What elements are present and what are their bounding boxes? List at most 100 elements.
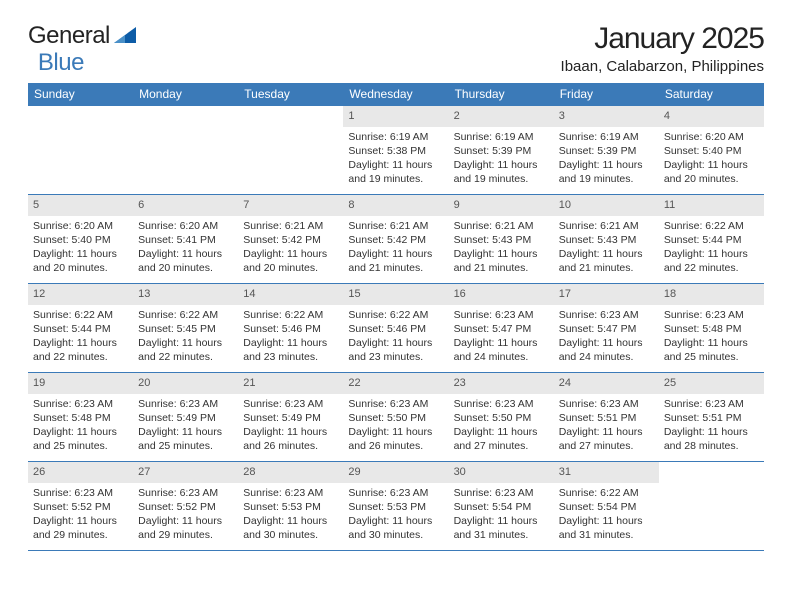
day-details: Sunrise: 6:23 AMSunset: 5:51 PMDaylight:…: [659, 394, 764, 458]
day-sunset: Sunset: 5:44 PM: [33, 322, 128, 336]
day-number: 13: [133, 284, 238, 305]
day-details: Sunrise: 6:23 AMSunset: 5:48 PMDaylight:…: [659, 305, 764, 369]
day-details: Sunrise: 6:22 AMSunset: 5:44 PMDaylight:…: [659, 216, 764, 280]
day-cell: 11Sunrise: 6:22 AMSunset: 5:44 PMDayligh…: [659, 195, 764, 283]
day-daylight2: and 19 minutes.: [559, 172, 654, 186]
day-number: 1: [343, 106, 448, 127]
day-sunrise: Sunrise: 6:23 AM: [33, 486, 128, 500]
day-number: 17: [554, 284, 659, 305]
day-daylight2: and 30 minutes.: [243, 528, 338, 542]
day-sunrise: Sunrise: 6:19 AM: [454, 130, 549, 144]
day-sunset: Sunset: 5:50 PM: [454, 411, 549, 425]
logo-text-left: General: [28, 22, 110, 50]
day-sunset: Sunset: 5:51 PM: [559, 411, 654, 425]
weekday-thursday: Thursday: [449, 83, 554, 106]
day-cell: 31Sunrise: 6:22 AMSunset: 5:54 PMDayligh…: [554, 462, 659, 550]
day-daylight2: and 19 minutes.: [348, 172, 443, 186]
day-sunset: Sunset: 5:44 PM: [664, 233, 759, 247]
day-sunrise: Sunrise: 6:21 AM: [243, 219, 338, 233]
day-cell: 1Sunrise: 6:19 AMSunset: 5:38 PMDaylight…: [343, 106, 448, 194]
day-sunset: Sunset: 5:54 PM: [559, 500, 654, 514]
logo: General: [28, 22, 138, 50]
day-sunrise: Sunrise: 6:23 AM: [559, 397, 654, 411]
day-daylight2: and 31 minutes.: [559, 528, 654, 542]
day-daylight1: Daylight: 11 hours: [138, 514, 233, 528]
day-details: Sunrise: 6:21 AMSunset: 5:43 PMDaylight:…: [449, 216, 554, 280]
day-sunrise: Sunrise: 6:19 AM: [348, 130, 443, 144]
day-details: Sunrise: 6:22 AMSunset: 5:46 PMDaylight:…: [238, 305, 343, 369]
title-block: January 2025 Ibaan, Calabarzon, Philippi…: [561, 22, 764, 75]
weekday-friday: Friday: [554, 83, 659, 106]
day-sunset: Sunset: 5:49 PM: [138, 411, 233, 425]
day-number: 15: [343, 284, 448, 305]
day-sunrise: Sunrise: 6:23 AM: [664, 397, 759, 411]
day-daylight1: Daylight: 11 hours: [559, 425, 654, 439]
day-daylight1: Daylight: 11 hours: [559, 158, 654, 172]
day-sunset: Sunset: 5:38 PM: [348, 144, 443, 158]
week-row: 5Sunrise: 6:20 AMSunset: 5:40 PMDaylight…: [28, 195, 764, 284]
day-sunrise: Sunrise: 6:22 AM: [664, 219, 759, 233]
day-daylight1: Daylight: 11 hours: [559, 336, 654, 350]
day-cell: 29Sunrise: 6:23 AMSunset: 5:53 PMDayligh…: [343, 462, 448, 550]
day-cell: 12Sunrise: 6:22 AMSunset: 5:44 PMDayligh…: [28, 284, 133, 372]
day-details: Sunrise: 6:19 AMSunset: 5:39 PMDaylight:…: [554, 127, 659, 191]
day-daylight1: Daylight: 11 hours: [243, 514, 338, 528]
day-daylight2: and 20 minutes.: [33, 261, 128, 275]
day-details: Sunrise: 6:23 AMSunset: 5:49 PMDaylight:…: [238, 394, 343, 458]
weekday-header-row: Sunday Monday Tuesday Wednesday Thursday…: [28, 83, 764, 106]
day-sunset: Sunset: 5:50 PM: [348, 411, 443, 425]
day-sunrise: Sunrise: 6:23 AM: [559, 308, 654, 322]
day-daylight1: Daylight: 11 hours: [348, 425, 443, 439]
day-daylight2: and 22 minutes.: [664, 261, 759, 275]
day-cell: 13Sunrise: 6:22 AMSunset: 5:45 PMDayligh…: [133, 284, 238, 372]
day-details: Sunrise: 6:19 AMSunset: 5:38 PMDaylight:…: [343, 127, 448, 191]
day-sunrise: Sunrise: 6:23 AM: [138, 486, 233, 500]
day-number: 31: [554, 462, 659, 483]
day-details: Sunrise: 6:22 AMSunset: 5:46 PMDaylight:…: [343, 305, 448, 369]
day-cell: 26Sunrise: 6:23 AMSunset: 5:52 PMDayligh…: [28, 462, 133, 550]
day-daylight1: Daylight: 11 hours: [33, 425, 128, 439]
day-details: Sunrise: 6:23 AMSunset: 5:53 PMDaylight:…: [238, 483, 343, 547]
day-sunset: Sunset: 5:40 PM: [33, 233, 128, 247]
day-daylight2: and 25 minutes.: [138, 439, 233, 453]
day-daylight1: Daylight: 11 hours: [348, 514, 443, 528]
day-details: Sunrise: 6:23 AMSunset: 5:53 PMDaylight:…: [343, 483, 448, 547]
day-sunset: Sunset: 5:46 PM: [348, 322, 443, 336]
day-daylight2: and 20 minutes.: [138, 261, 233, 275]
day-number: 28: [238, 462, 343, 483]
day-sunset: Sunset: 5:43 PM: [454, 233, 549, 247]
day-number: 20: [133, 373, 238, 394]
day-cell: 5Sunrise: 6:20 AMSunset: 5:40 PMDaylight…: [28, 195, 133, 283]
day-sunrise: Sunrise: 6:23 AM: [33, 397, 128, 411]
day-sunrise: Sunrise: 6:23 AM: [454, 486, 549, 500]
day-daylight2: and 23 minutes.: [348, 350, 443, 364]
day-daylight2: and 27 minutes.: [454, 439, 549, 453]
week-row: 19Sunrise: 6:23 AMSunset: 5:48 PMDayligh…: [28, 373, 764, 462]
day-cell: 27Sunrise: 6:23 AMSunset: 5:52 PMDayligh…: [133, 462, 238, 550]
day-cell: 28Sunrise: 6:23 AMSunset: 5:53 PMDayligh…: [238, 462, 343, 550]
day-cell: [28, 106, 133, 194]
day-number: 16: [449, 284, 554, 305]
day-number: 22: [343, 373, 448, 394]
day-sunset: Sunset: 5:48 PM: [33, 411, 128, 425]
day-number: 25: [659, 373, 764, 394]
day-number: 8: [343, 195, 448, 216]
day-cell: 18Sunrise: 6:23 AMSunset: 5:48 PMDayligh…: [659, 284, 764, 372]
day-details: Sunrise: 6:23 AMSunset: 5:50 PMDaylight:…: [343, 394, 448, 458]
day-daylight1: Daylight: 11 hours: [454, 514, 549, 528]
day-details: Sunrise: 6:23 AMSunset: 5:47 PMDaylight:…: [449, 305, 554, 369]
day-number: 14: [238, 284, 343, 305]
day-details: Sunrise: 6:21 AMSunset: 5:42 PMDaylight:…: [343, 216, 448, 280]
day-sunset: Sunset: 5:42 PM: [243, 233, 338, 247]
day-sunset: Sunset: 5:39 PM: [454, 144, 549, 158]
day-daylight2: and 21 minutes.: [559, 261, 654, 275]
day-cell: 2Sunrise: 6:19 AMSunset: 5:39 PMDaylight…: [449, 106, 554, 194]
day-details: Sunrise: 6:23 AMSunset: 5:47 PMDaylight:…: [554, 305, 659, 369]
day-daylight1: Daylight: 11 hours: [243, 425, 338, 439]
day-cell: 6Sunrise: 6:20 AMSunset: 5:41 PMDaylight…: [133, 195, 238, 283]
day-sunrise: Sunrise: 6:22 AM: [348, 308, 443, 322]
day-sunrise: Sunrise: 6:23 AM: [138, 397, 233, 411]
calendar: Sunday Monday Tuesday Wednesday Thursday…: [28, 83, 764, 551]
weekday-saturday: Saturday: [659, 83, 764, 106]
day-daylight1: Daylight: 11 hours: [348, 336, 443, 350]
